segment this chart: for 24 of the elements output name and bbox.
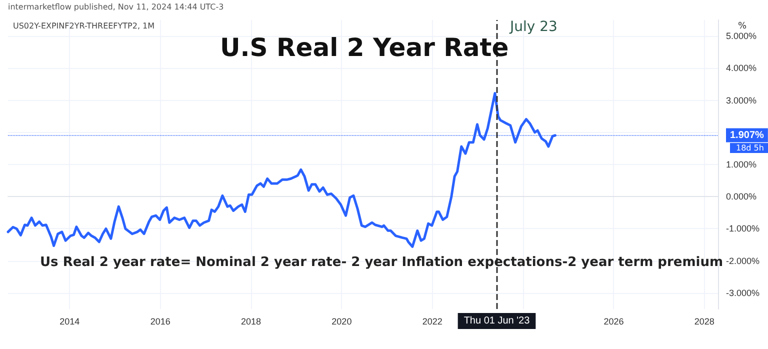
ref-line-label: Thu 01 Jun '23	[464, 316, 530, 326]
text: 18d 5h	[736, 144, 764, 152]
x-tick-label: 2016	[150, 316, 170, 326]
text: intermarketflow published, Nov 11, 2024 14:44 UTC-3	[8, 2, 224, 12]
y-tick-label: 0.000%	[726, 192, 757, 202]
y-tick-label: 5.000%	[726, 31, 757, 42]
chart-subtitle: US02Y-EXPINF2YR-THREEFYTP2, 1M	[13, 22, 155, 30]
y-tick-label: -1.000%	[726, 224, 760, 234]
x-tick-label: 2020	[332, 316, 352, 326]
y-tick-label: 1.000%	[726, 160, 757, 170]
annotation: Us Real 2 year rate= Nominal 2 year rate- 2 year Inflation expectations-2 year term premium	[40, 255, 724, 270]
text: U.S Real 2 Year Rate	[220, 33, 509, 62]
text: %	[738, 22, 747, 32]
y-tick-label: 3.000%	[726, 95, 757, 106]
x-tick-label: 2026	[604, 316, 624, 326]
y-tick-label: -2.000%	[726, 256, 760, 266]
x-tick-label: 2018	[241, 316, 262, 326]
x-tick-label: 2014	[60, 316, 80, 326]
y-tick-label: 4.000%	[726, 63, 757, 74]
y-tick-label: -3.000%	[726, 288, 760, 298]
x-tick-label: 2028	[694, 316, 714, 326]
annotation: July 23	[509, 19, 558, 35]
x-tick-label: 2022	[422, 316, 442, 326]
ref-line-label: 1.907%	[730, 130, 764, 141]
